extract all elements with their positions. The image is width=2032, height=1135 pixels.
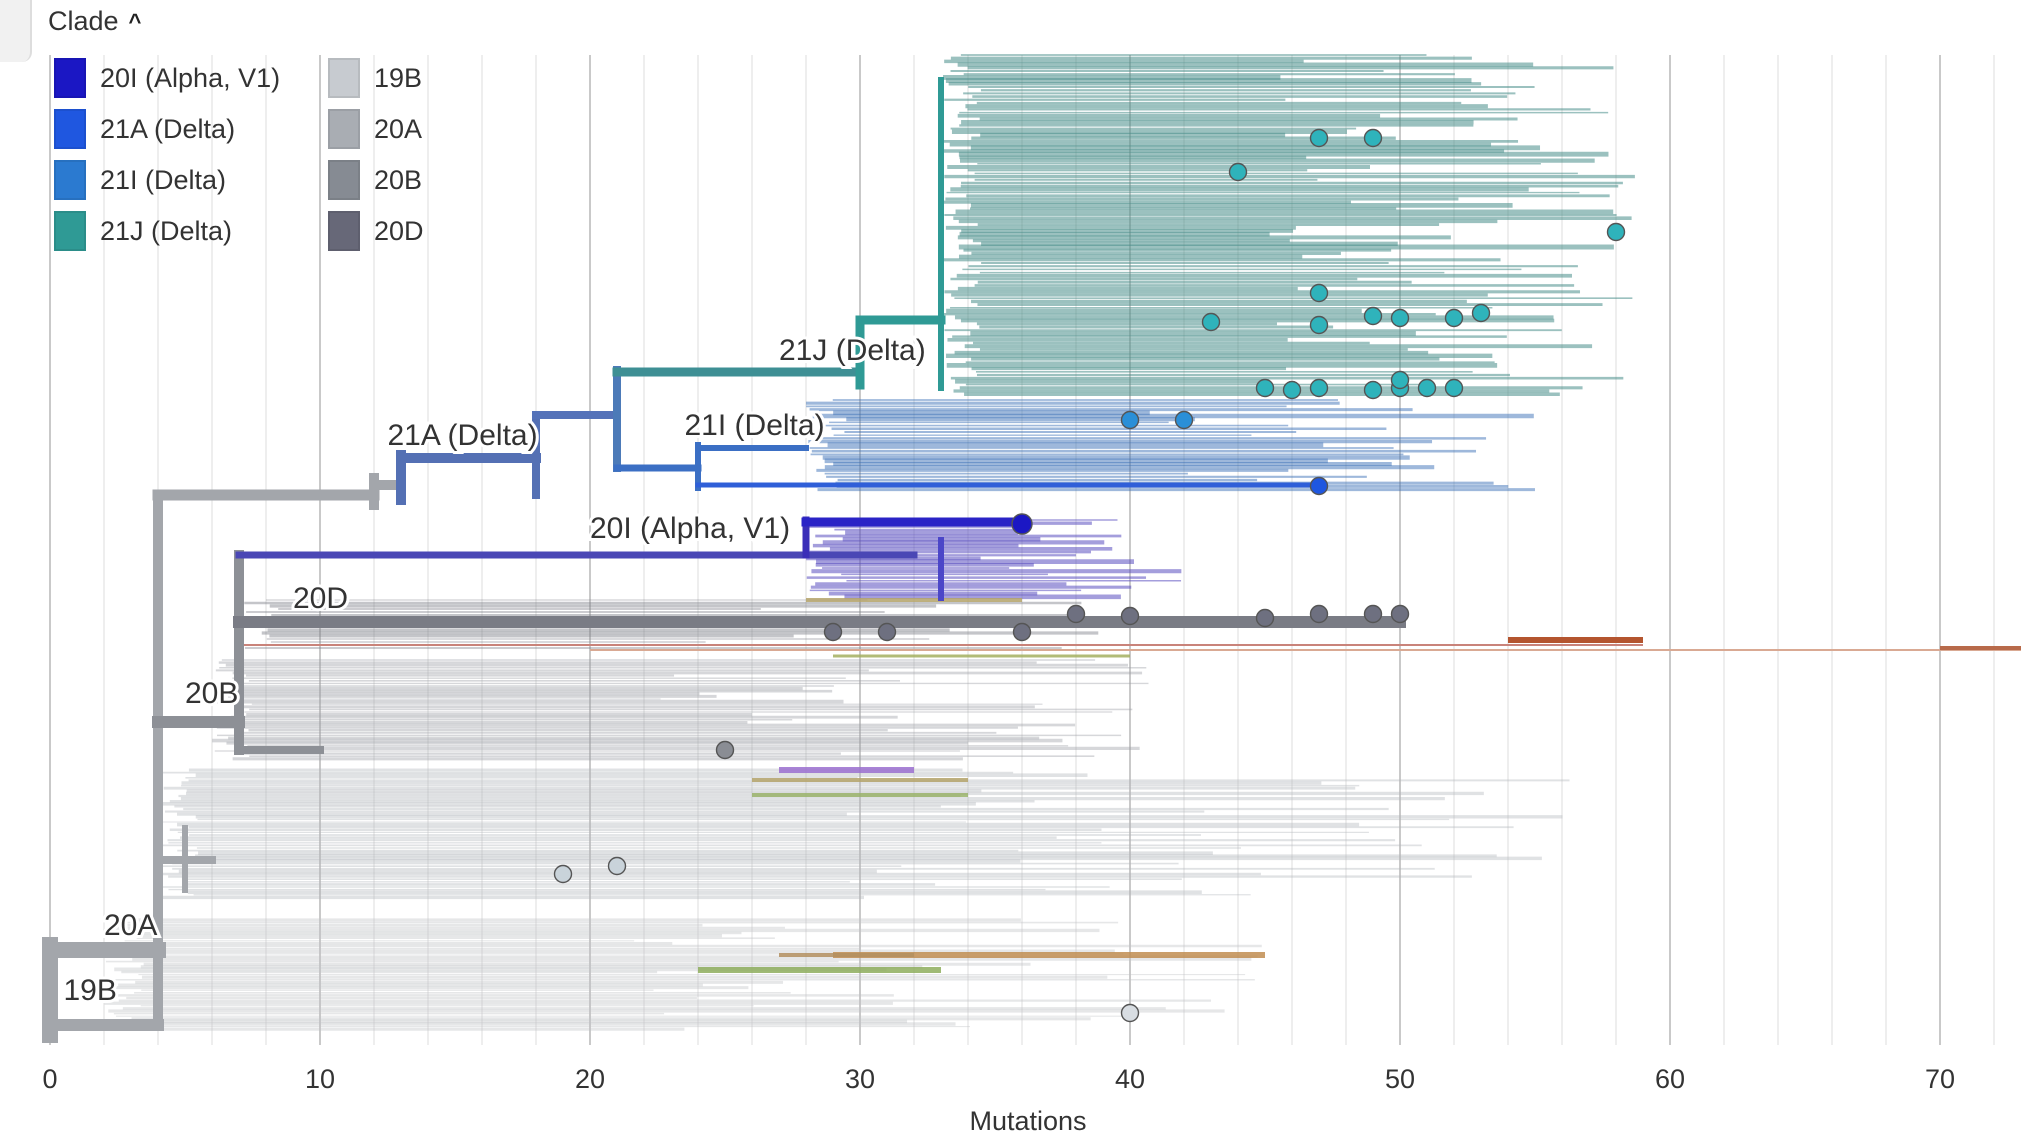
tip-node [1120,410,1140,430]
tip-node [1011,513,1033,535]
legend-item[interactable]: 20I (Alpha, V1) [54,58,280,98]
tip-node [1363,604,1383,624]
legend-swatch [328,211,360,251]
legend-item[interactable]: 21I (Delta) [54,160,226,200]
branch-label: 19B [64,974,117,1007]
x-tick-label: 10 [305,1064,335,1094]
legend-title: Clade [48,6,119,36]
tip-node [877,622,897,642]
tip-node [1471,303,1491,323]
tip-node [1120,1003,1140,1023]
tip-node [715,740,735,760]
legend-label: 21J (Delta) [100,215,233,246]
legend-swatch [54,211,86,251]
tip-node [1363,380,1383,400]
tree-branches [42,77,1406,1043]
tip-node [607,856,627,876]
tip-node [1309,315,1329,335]
legend-item[interactable]: 20A [328,109,422,149]
branch-label: 21J (Delta) [779,334,926,367]
tip-node [823,622,843,642]
tip-node [1174,410,1194,430]
tip-node [1309,604,1329,624]
legend-label: 19B [374,62,423,93]
tip-node [1309,128,1329,148]
tip-node [1606,222,1626,242]
legend-swatch [328,109,360,149]
x-tick-label: 50 [1385,1064,1415,1094]
x-tick-label: 20 [575,1064,605,1094]
tip-node [1228,162,1248,182]
branch-label: 20D [293,582,348,615]
x-axis-label: Mutations [969,1106,1086,1135]
tip-node [1390,370,1410,390]
branch-label: 20I (Alpha, V1) [590,512,790,545]
tip-clusters [104,54,2021,1031]
x-tick-label: 0 [42,1064,57,1094]
tip-node [1255,378,1275,398]
chevron-up-icon[interactable]: ^ [128,8,142,34]
branch-label: 21A (Delta) [388,419,538,452]
tip-node [1309,476,1329,496]
legend-item[interactable]: 21A (Delta) [54,109,235,149]
legend-header[interactable]: Clade ^ [48,6,141,37]
highlighted-tips [553,128,1626,1023]
tip-node [1390,308,1410,328]
legend-swatch [54,58,86,98]
tip-node [1066,604,1086,624]
legend-item[interactable]: 20D [328,211,424,251]
tip-node [1363,306,1383,326]
legend-label: 20I (Alpha, V1) [100,62,281,93]
legend-item[interactable]: 21J (Delta) [54,211,232,251]
tip-node [1012,622,1032,642]
tip-node [1309,378,1329,398]
legend-label: 20A [374,113,423,144]
x-tick-label: 40 [1115,1064,1145,1094]
legend-swatch [54,109,86,149]
legend-swatch [328,58,360,98]
clade-legend: Clade ^ 20I (Alpha, V1) 21A (Delta) 21I (D… [0,0,440,268]
tip-node [1255,608,1275,628]
legend-item[interactable]: 19B [328,58,422,98]
x-tick-label: 70 [1925,1064,1955,1094]
legend-swatch [328,160,360,200]
tip-node [1282,380,1302,400]
tip-node [1120,606,1140,626]
x-axis: 0 10 20 30 40 50 60 70 Mutations [42,1064,1955,1135]
legend-toggle-tab[interactable] [0,0,32,62]
tip-node [1417,378,1437,398]
branch-label: 20A [104,909,157,942]
tip-node [1390,604,1410,624]
tip-node [1363,128,1383,148]
x-tick-label: 30 [845,1064,875,1094]
tip-node [1201,312,1221,332]
legend-label: 20B [374,164,423,195]
x-tick-label: 60 [1655,1064,1685,1094]
tip-node [1444,308,1464,328]
legend-label: 21I (Delta) [100,164,227,195]
branch-label: 20B [185,677,238,710]
legend-item[interactable]: 20B [328,160,422,200]
branch-label: 21I (Delta) [685,409,825,442]
tip-node [1309,283,1329,303]
legend-label: 21A (Delta) [100,113,236,144]
legend-label: 20D [374,215,424,246]
branch-labels: 19B 20A 20B 20D 20I (Alpha, V1) 21A (Delta) 21… [61,331,929,1010]
legend-swatch [54,160,86,200]
tip-node [553,864,573,884]
tip-node [1444,378,1464,398]
